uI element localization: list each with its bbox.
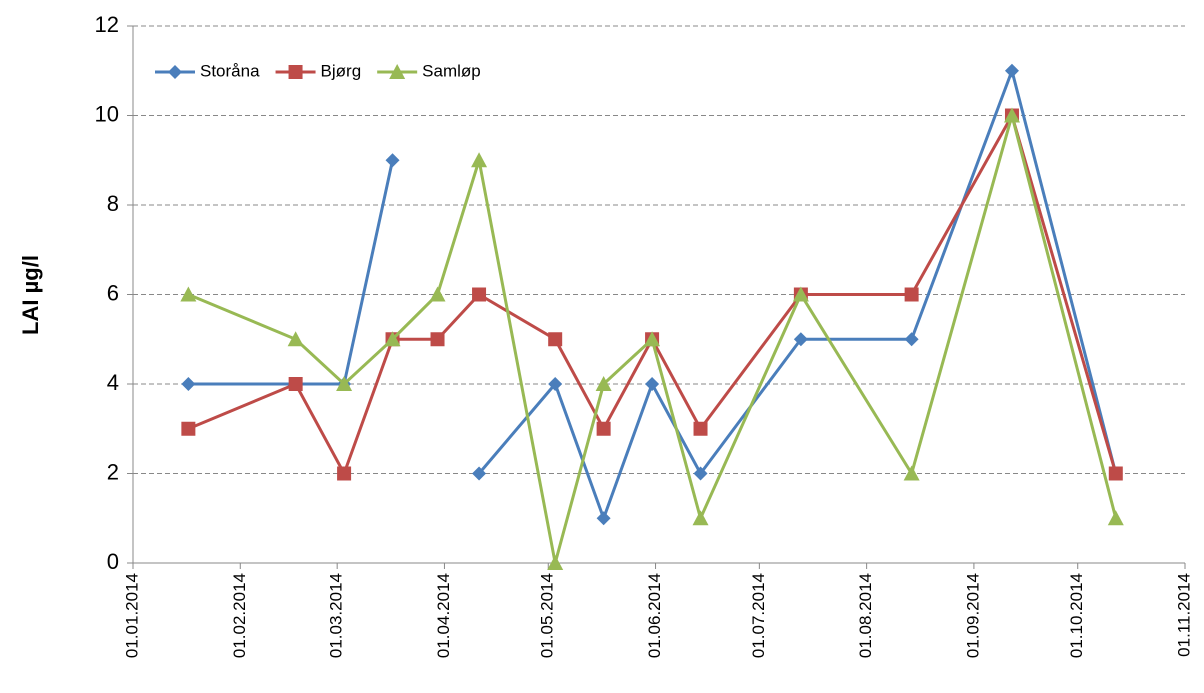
x-tick-label: 01.10.2014	[1067, 573, 1086, 658]
marker	[471, 152, 488, 168]
marker	[430, 332, 445, 347]
marker	[429, 286, 446, 302]
x-tick-label: 01.09.2014	[963, 573, 982, 658]
legend-label: Samløp	[422, 61, 481, 80]
marker	[389, 64, 406, 79]
x-tick-label: 01.02.2014	[230, 573, 249, 658]
x-tick-label: 01.06.2014	[645, 573, 664, 658]
marker	[288, 377, 303, 391]
marker	[596, 421, 611, 436]
marker	[645, 377, 660, 391]
marker	[644, 331, 661, 347]
x-tick-label: 01.05.2014	[538, 573, 557, 658]
legend-item: Storåna	[155, 61, 260, 80]
marker	[793, 332, 808, 347]
series-line	[187, 111, 1118, 478]
marker	[337, 466, 352, 481]
y-tick-label: 4	[107, 370, 119, 395]
marker	[384, 331, 401, 347]
y-tick-label: 8	[107, 191, 119, 216]
legend-item: Bjørg	[275, 61, 362, 80]
x-tick-label: 01.01.2014	[122, 573, 141, 658]
legend-item: Samløp	[377, 61, 481, 80]
marker	[693, 466, 708, 481]
marker	[181, 421, 196, 436]
marker	[1004, 63, 1019, 78]
marker	[693, 421, 708, 436]
series-line	[187, 109, 1118, 564]
marker	[1108, 466, 1123, 481]
marker	[1003, 107, 1020, 123]
series	[180, 107, 1124, 570]
y-tick-label: 12	[95, 12, 119, 37]
marker	[595, 376, 612, 391]
marker	[472, 466, 487, 481]
y-axis-label: LAI µg/l	[18, 255, 43, 335]
marker	[288, 65, 303, 79]
marker	[181, 377, 196, 391]
x-tick-label: 01.11.2014	[1174, 573, 1193, 657]
x-tick-label: 01.04.2014	[434, 573, 453, 658]
marker	[336, 376, 353, 391]
y-tick-label: 6	[107, 280, 119, 305]
marker	[904, 332, 919, 347]
y-tick-label: 10	[95, 101, 119, 126]
marker	[180, 286, 197, 302]
marker	[548, 377, 563, 391]
legend-label: Bjørg	[321, 61, 362, 80]
marker	[472, 287, 487, 302]
marker	[903, 465, 920, 481]
marker	[1107, 510, 1124, 526]
marker	[168, 65, 182, 79]
marker	[547, 555, 564, 570]
marker	[692, 510, 709, 526]
legend-label: Storåna	[200, 61, 260, 80]
marker	[548, 332, 563, 347]
x-tick-label: 01.07.2014	[749, 573, 768, 658]
marker	[596, 511, 611, 526]
marker	[385, 153, 400, 168]
marker	[792, 286, 809, 302]
x-tick-label: 01.03.2014	[327, 573, 346, 658]
marker	[287, 331, 304, 347]
y-tick-label: 2	[107, 459, 119, 484]
marker	[904, 287, 919, 302]
y-tick-label: 0	[107, 549, 119, 574]
x-tick-label: 01.08.2014	[856, 573, 875, 658]
